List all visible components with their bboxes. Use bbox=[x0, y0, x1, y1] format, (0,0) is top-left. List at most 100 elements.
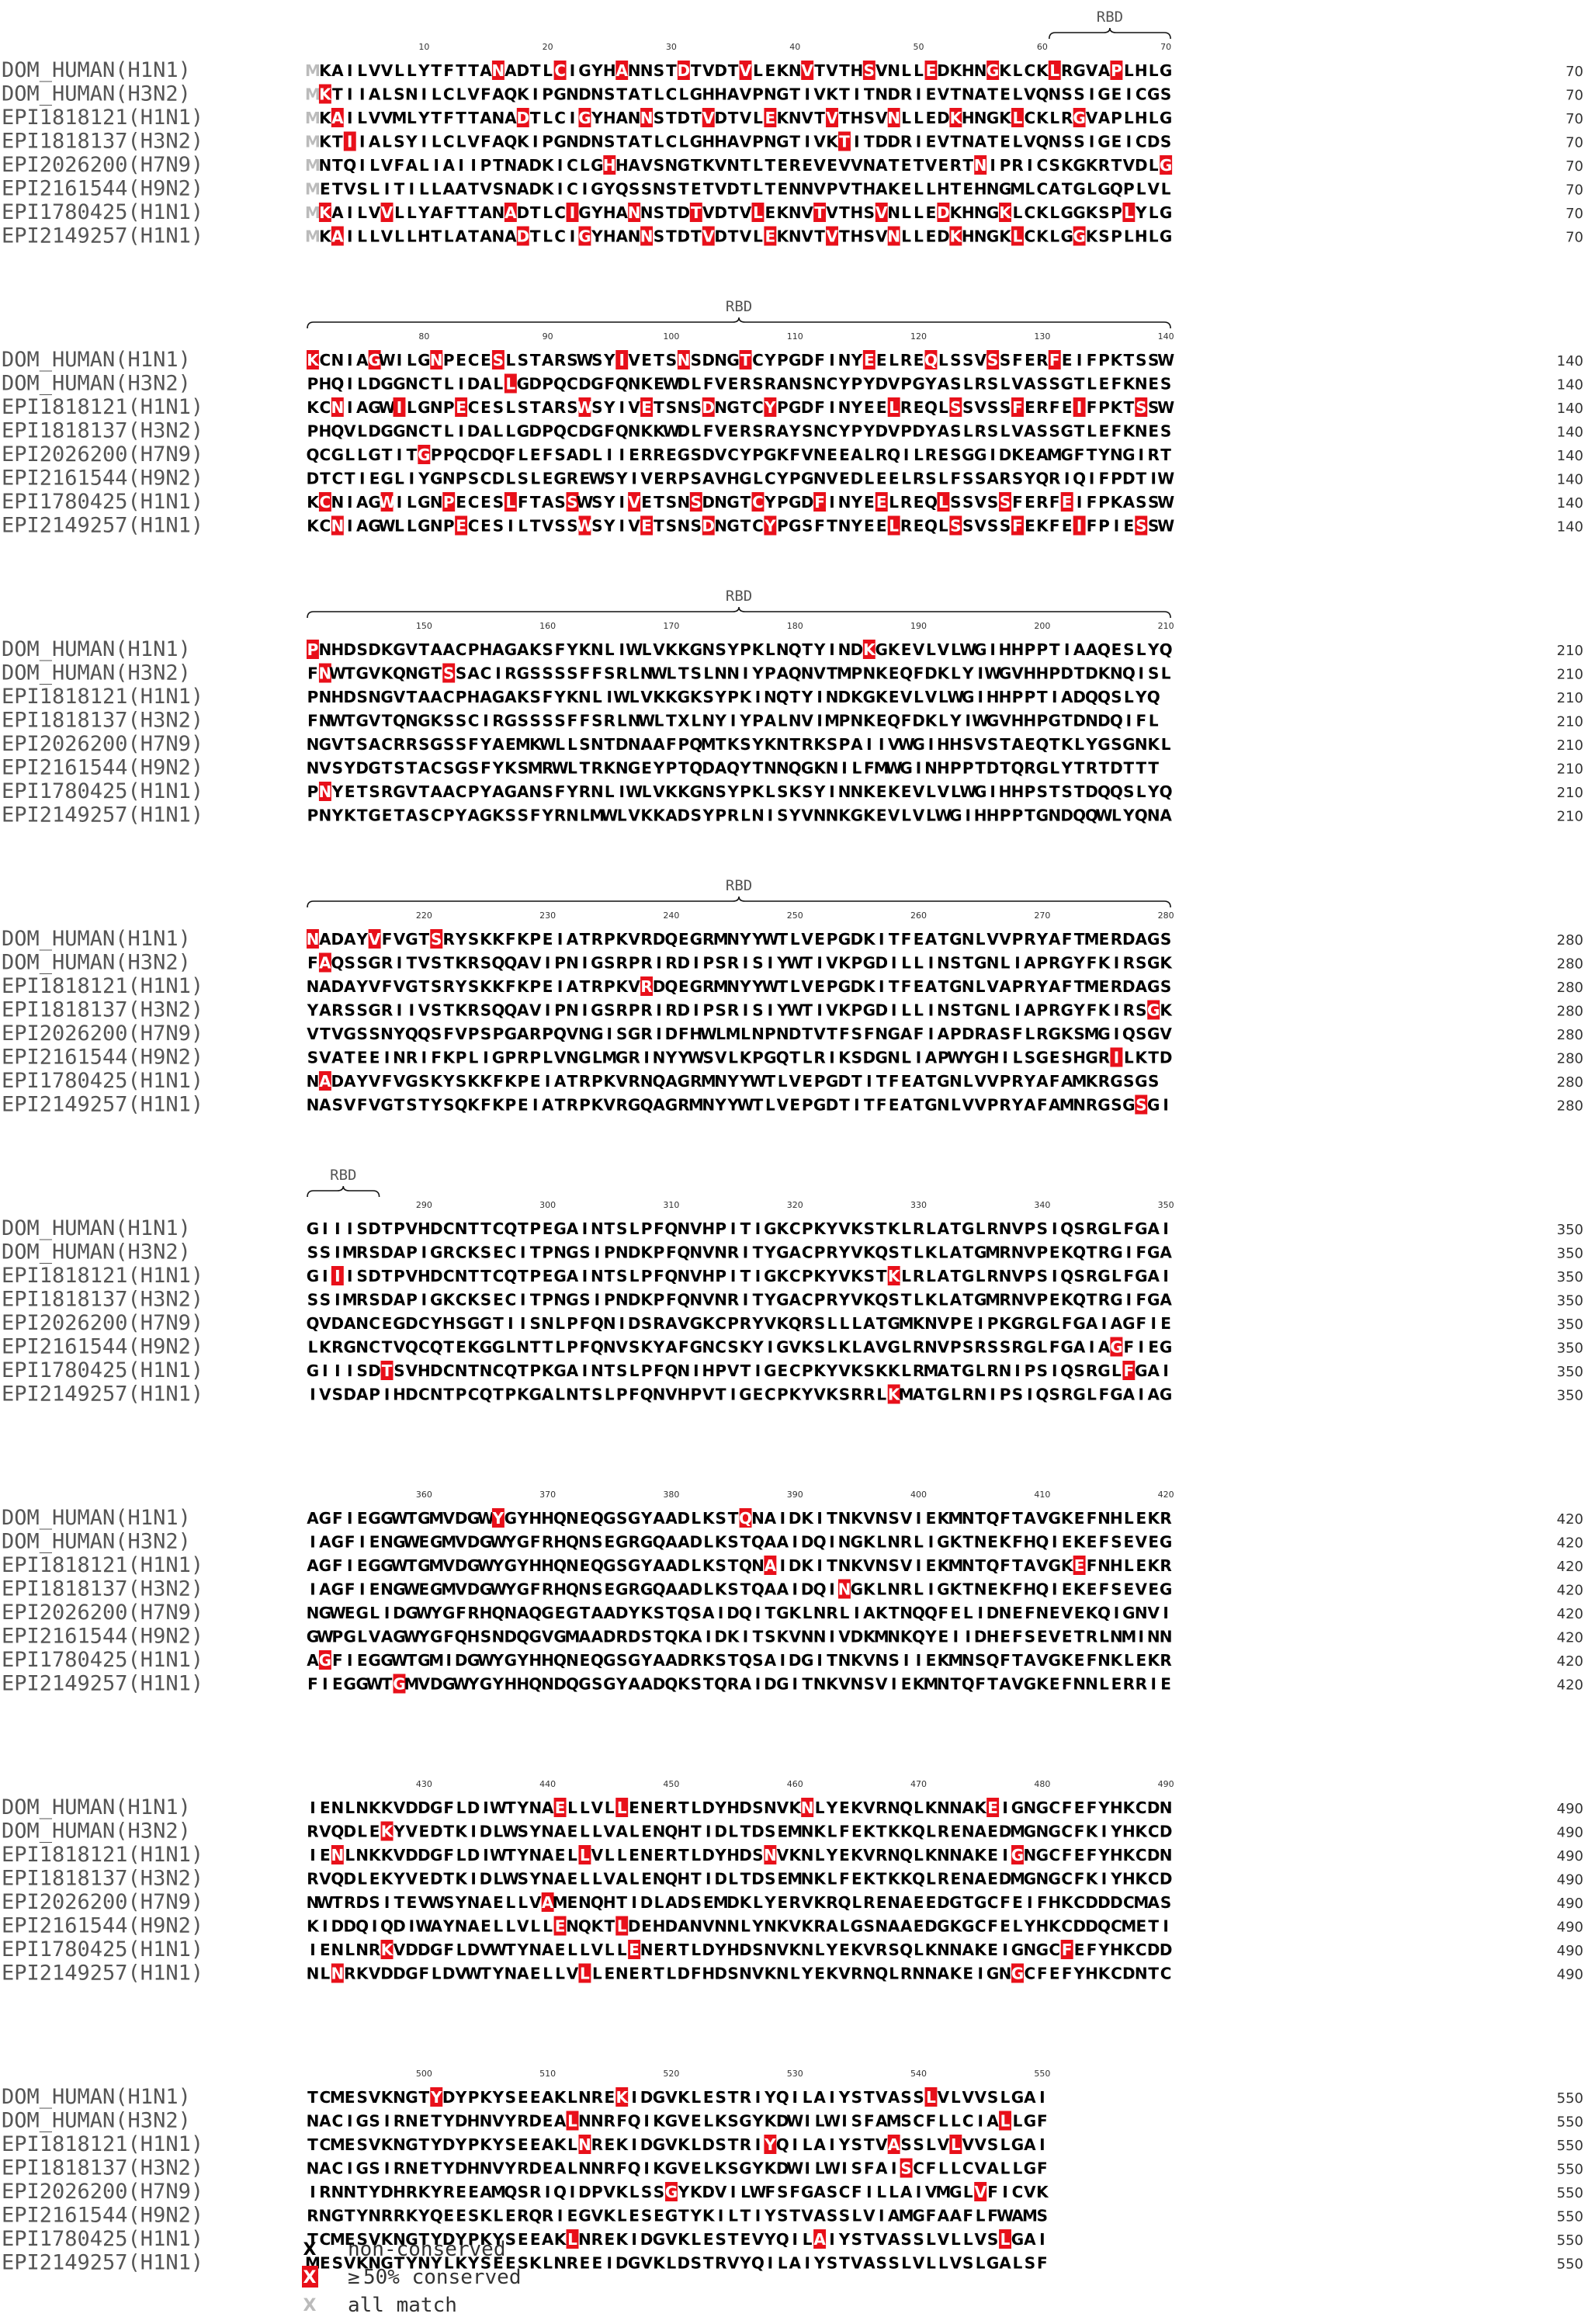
residue: D bbox=[455, 2112, 468, 2131]
residue: D bbox=[851, 1628, 864, 1646]
residue: L bbox=[740, 806, 751, 825]
residue: F bbox=[1062, 1675, 1073, 1694]
residue: G bbox=[368, 759, 380, 778]
residue: I bbox=[966, 712, 971, 730]
position-tick: 360 bbox=[416, 1490, 432, 1500]
residue: V bbox=[986, 930, 999, 949]
residue: T bbox=[814, 203, 825, 222]
residue: I bbox=[1052, 688, 1057, 706]
residue: K bbox=[1049, 1917, 1062, 1936]
sequence-row: I R N N T Y D H R K Y R E E AMQ S R I Q I D P V K L S S G Y K D V I LWF S F… bbox=[310, 2182, 1049, 2201]
residue: I bbox=[829, 1533, 834, 1552]
residue: S bbox=[715, 2135, 726, 2154]
residue: I bbox=[990, 782, 995, 801]
residue: M bbox=[428, 1556, 444, 1575]
residue: C bbox=[418, 422, 430, 441]
residue: V bbox=[331, 735, 344, 754]
residue: A bbox=[480, 203, 492, 222]
residue: E bbox=[1124, 1580, 1135, 1599]
residue: D bbox=[405, 1941, 418, 1959]
residue: I bbox=[804, 2159, 810, 2178]
residue: Q bbox=[789, 664, 802, 683]
residue: R bbox=[765, 375, 776, 394]
residue: G bbox=[1073, 61, 1085, 80]
residue: P bbox=[1036, 1244, 1048, 1262]
residue: A bbox=[505, 203, 517, 222]
residue: L bbox=[469, 1049, 479, 1067]
residue: T bbox=[728, 2230, 739, 2249]
residue: N bbox=[1024, 1798, 1037, 1817]
residue: K bbox=[789, 1941, 802, 1959]
residue: T bbox=[320, 470, 331, 488]
residue: I bbox=[619, 782, 624, 801]
residue: A bbox=[567, 1267, 579, 1285]
residue: F bbox=[480, 85, 491, 104]
residue: V bbox=[591, 1941, 604, 1959]
residue: R bbox=[999, 1244, 1011, 1262]
residue: A bbox=[1086, 640, 1098, 659]
residue: E bbox=[666, 446, 677, 464]
residue: G bbox=[591, 1001, 603, 1020]
residue: I bbox=[780, 1651, 785, 1670]
residue: E bbox=[1000, 1917, 1011, 1936]
residue: T bbox=[394, 2254, 405, 2273]
residue: H bbox=[331, 688, 344, 706]
residue: S bbox=[591, 398, 602, 417]
residue: M bbox=[874, 1628, 889, 1646]
residue: T bbox=[901, 1291, 912, 1309]
residue: Y bbox=[517, 1556, 529, 1575]
legend-symbol: X bbox=[303, 2240, 317, 2260]
residue: T bbox=[666, 61, 677, 80]
residue: M bbox=[491, 2183, 506, 2201]
residue: G bbox=[368, 1001, 380, 1020]
residue: L bbox=[926, 640, 936, 659]
residue: V bbox=[777, 1846, 789, 1864]
residue: E bbox=[926, 85, 937, 104]
residue: T bbox=[394, 1893, 405, 1912]
residue: A bbox=[455, 180, 467, 199]
residue: P bbox=[1049, 664, 1060, 683]
residue: S bbox=[950, 398, 961, 417]
residue: E bbox=[1012, 1604, 1023, 1622]
residue: P bbox=[802, 1267, 813, 1285]
residue: D bbox=[442, 2135, 456, 2154]
residue: V bbox=[369, 664, 381, 683]
residue: C bbox=[1136, 1846, 1147, 1864]
residue: K bbox=[777, 61, 790, 80]
residue: A bbox=[727, 133, 740, 151]
residue: F bbox=[1087, 1651, 1097, 1670]
residue: L bbox=[951, 2112, 961, 2131]
residue: G bbox=[553, 1628, 566, 1646]
residue: G bbox=[553, 1361, 566, 1380]
residue: R bbox=[591, 2135, 603, 2154]
residue: V bbox=[740, 109, 752, 127]
residue: N bbox=[566, 1049, 579, 1067]
residue: D bbox=[838, 1072, 851, 1091]
residue: L bbox=[1013, 85, 1023, 104]
residue: S bbox=[1111, 735, 1122, 754]
residue: L bbox=[617, 1798, 627, 1817]
residue: C bbox=[418, 375, 430, 394]
residue: T bbox=[654, 493, 664, 512]
residue: E bbox=[456, 2183, 466, 2201]
residue: F bbox=[1087, 1556, 1097, 1575]
residue: K bbox=[1086, 203, 1099, 222]
residue: T bbox=[382, 1338, 393, 1357]
residue: E bbox=[914, 517, 924, 536]
residue: V bbox=[604, 1870, 616, 1889]
residue: V bbox=[394, 688, 406, 706]
residue: Y bbox=[1073, 1965, 1085, 1983]
residue: H bbox=[1110, 1846, 1123, 1864]
residue: I bbox=[829, 2230, 834, 2249]
residue: E bbox=[802, 156, 813, 175]
residue: G bbox=[974, 446, 986, 464]
residue: E bbox=[1025, 446, 1035, 464]
residue: G bbox=[430, 1244, 442, 1262]
residue: Y bbox=[1122, 806, 1135, 825]
residue: T bbox=[345, 664, 355, 683]
residue: R bbox=[567, 1096, 578, 1115]
residue: S bbox=[431, 1025, 442, 1043]
residue: F bbox=[1037, 2254, 1048, 2273]
residue: A bbox=[640, 735, 653, 754]
